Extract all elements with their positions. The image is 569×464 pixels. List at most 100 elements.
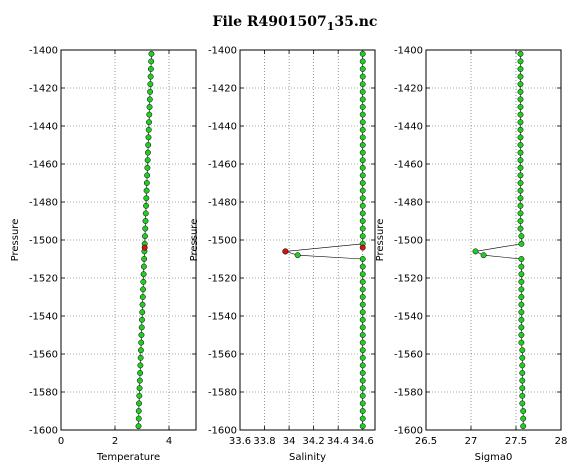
data-point [144, 164, 151, 171]
y-tick-label: -1500 [29, 236, 58, 247]
data-point [518, 271, 525, 278]
data-point [135, 423, 142, 430]
x-tick-label: 28 [555, 436, 568, 447]
data-point [359, 385, 366, 392]
data-point [518, 286, 525, 293]
data-point [359, 309, 366, 316]
chart-panel-temperature: 0 2 4 -1400 -1420 -1440 -1460 -1480 -1500 -1520 -1… [10, 46, 197, 463]
data-layer [472, 50, 527, 430]
data-point [518, 278, 525, 285]
data-point [135, 415, 142, 422]
data-point [359, 347, 366, 354]
figure-title: File R4901507135.nc [213, 14, 378, 33]
data-point [359, 111, 366, 118]
data-point [472, 248, 479, 255]
y-tick-label: -1400 [394, 46, 423, 57]
data-point [518, 316, 525, 323]
data-point [518, 332, 525, 338]
data-point [518, 256, 525, 262]
data-point [517, 218, 524, 224]
x-tick-label: 33.8 [253, 436, 275, 447]
x-tick-label: 4 [166, 436, 172, 447]
x-tick-label: 26.5 [415, 436, 437, 447]
data-point [359, 316, 366, 323]
data-point [144, 172, 151, 179]
data-point [518, 233, 525, 240]
data-point [139, 309, 146, 316]
y-tick-label: -1440 [394, 122, 423, 133]
data-point [517, 66, 524, 72]
data-point [518, 294, 525, 300]
y-tick-label: -1420 [29, 84, 58, 95]
data-point [137, 362, 144, 369]
y-axis-label: Pressure [375, 219, 386, 262]
data-point [359, 256, 366, 262]
data-point [294, 252, 301, 259]
title-main: File R4901507 [213, 14, 327, 30]
data-point [137, 354, 144, 361]
data-point [517, 180, 524, 186]
axes-frame [425, 49, 562, 431]
x-tick-label: 34.2 [303, 436, 325, 447]
data-point [359, 195, 366, 202]
y-tick-label: -1480 [208, 198, 237, 209]
y-tick-label: -1480 [29, 198, 58, 209]
flagged-point [141, 244, 148, 251]
data-point [517, 187, 524, 194]
y-tick-label: -1420 [208, 84, 237, 95]
data-point [145, 134, 152, 141]
y-tick-label: -1520 [29, 274, 58, 285]
y-tick-label: -1560 [29, 350, 58, 361]
data-point [517, 81, 524, 88]
data-point [519, 370, 526, 376]
data-point [359, 415, 366, 422]
x-tick-label: 2 [112, 436, 118, 447]
data-point [136, 377, 143, 384]
data-point [519, 347, 526, 354]
data-point [140, 278, 147, 285]
data-point [359, 119, 366, 126]
data-point [137, 370, 144, 376]
data-point [359, 81, 366, 88]
data-point [143, 202, 150, 209]
data-point [359, 370, 366, 376]
data-point [359, 187, 366, 194]
data-point [517, 88, 524, 95]
y-tick-label: -1500 [394, 236, 423, 247]
data-point [144, 157, 151, 164]
y-tick-label: -1480 [394, 198, 423, 209]
data-point [139, 301, 146, 308]
y-tick-label: -1600 [394, 426, 423, 437]
y-tick-label: -1520 [394, 274, 423, 285]
data-point [359, 392, 366, 399]
data-point [359, 271, 366, 278]
data-point [517, 58, 524, 65]
data-point [359, 88, 366, 95]
data-point [359, 73, 366, 80]
x-axis-label: Salinity [289, 452, 326, 463]
y-tick-label: -1540 [394, 312, 423, 323]
data-point [359, 66, 366, 72]
data-point [146, 119, 152, 126]
data-point [517, 157, 524, 164]
axes-frame [239, 49, 376, 431]
data-point [359, 104, 366, 110]
data-point [520, 415, 527, 422]
y-axis-label: Pressure [10, 219, 21, 262]
data-point [146, 111, 153, 118]
data-point [517, 225, 524, 232]
data-point [359, 354, 366, 361]
data-point [359, 50, 366, 57]
data-point [517, 134, 524, 141]
data-point [517, 50, 524, 57]
data-point [359, 202, 366, 209]
y-tick-label: -1600 [208, 426, 237, 437]
data-point [141, 256, 148, 262]
data-point [517, 142, 524, 148]
x-axis-label: Sigma0 [475, 452, 513, 463]
data-point [359, 96, 366, 103]
data-point [359, 400, 366, 407]
data-point [142, 210, 149, 217]
data-point [146, 96, 153, 103]
